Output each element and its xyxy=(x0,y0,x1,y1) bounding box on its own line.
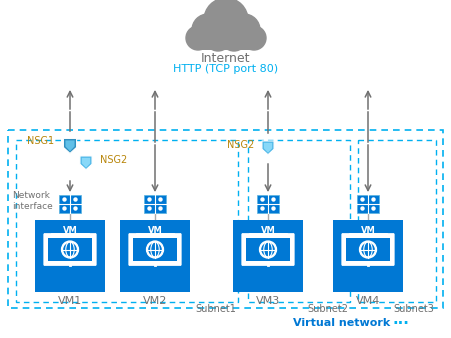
Circle shape xyxy=(148,207,151,210)
Text: VM: VM xyxy=(63,226,78,235)
Circle shape xyxy=(228,14,260,46)
Circle shape xyxy=(262,243,274,256)
Bar xyxy=(8,130,443,308)
Text: VM: VM xyxy=(147,226,162,235)
Bar xyxy=(333,220,403,292)
Text: VM3: VM3 xyxy=(256,296,280,306)
Circle shape xyxy=(361,207,364,210)
Bar xyxy=(198,34,254,50)
Circle shape xyxy=(63,207,66,210)
Circle shape xyxy=(74,207,77,210)
Circle shape xyxy=(221,25,247,51)
Text: Subnet3: Subnet3 xyxy=(393,304,434,314)
Bar xyxy=(120,220,190,292)
Circle shape xyxy=(372,207,375,210)
Circle shape xyxy=(242,26,266,50)
Text: Internet: Internet xyxy=(201,52,251,65)
Circle shape xyxy=(359,241,377,258)
Circle shape xyxy=(159,207,162,210)
FancyBboxPatch shape xyxy=(342,234,394,266)
Text: VM1: VM1 xyxy=(58,296,82,306)
Circle shape xyxy=(63,198,66,201)
Circle shape xyxy=(361,198,364,201)
Circle shape xyxy=(149,243,161,256)
Bar xyxy=(133,238,177,261)
Bar xyxy=(59,195,81,213)
Polygon shape xyxy=(80,156,92,170)
Polygon shape xyxy=(264,143,272,153)
Bar xyxy=(233,220,303,292)
Text: VM: VM xyxy=(361,226,375,235)
Circle shape xyxy=(147,241,163,258)
Circle shape xyxy=(159,198,162,201)
Text: VM2: VM2 xyxy=(143,296,167,306)
Circle shape xyxy=(148,198,151,201)
Text: NSG1: NSG1 xyxy=(27,136,54,146)
Polygon shape xyxy=(262,141,274,155)
FancyBboxPatch shape xyxy=(129,234,181,266)
Circle shape xyxy=(259,241,276,258)
Text: Virtual network: Virtual network xyxy=(293,318,390,328)
Circle shape xyxy=(61,241,78,258)
FancyBboxPatch shape xyxy=(242,234,294,266)
FancyBboxPatch shape xyxy=(44,234,96,266)
Circle shape xyxy=(64,243,76,256)
Circle shape xyxy=(204,0,248,42)
Circle shape xyxy=(272,207,275,210)
Text: Subnet1: Subnet1 xyxy=(195,304,236,314)
Bar xyxy=(48,238,92,261)
Text: VM4: VM4 xyxy=(356,296,380,306)
Text: Subnet2: Subnet2 xyxy=(307,304,348,314)
Circle shape xyxy=(205,25,231,51)
Bar xyxy=(246,238,290,261)
Circle shape xyxy=(272,198,275,201)
Bar xyxy=(144,195,166,213)
Text: NSG2: NSG2 xyxy=(227,140,254,150)
Bar xyxy=(16,140,238,302)
Text: NSG2: NSG2 xyxy=(100,155,127,165)
Circle shape xyxy=(74,198,77,201)
Circle shape xyxy=(362,243,374,256)
Circle shape xyxy=(261,207,264,210)
Text: HTTP (TCP port 80): HTTP (TCP port 80) xyxy=(174,64,279,74)
Circle shape xyxy=(192,14,224,46)
Polygon shape xyxy=(64,138,77,153)
Bar xyxy=(248,140,350,302)
Text: Network
interface: Network interface xyxy=(12,191,53,211)
Bar xyxy=(257,195,279,213)
Bar xyxy=(357,195,379,213)
Text: VM: VM xyxy=(261,226,276,235)
Bar xyxy=(358,140,436,302)
Circle shape xyxy=(372,198,375,201)
Bar xyxy=(35,220,105,292)
Circle shape xyxy=(186,26,210,50)
Polygon shape xyxy=(82,158,90,168)
Circle shape xyxy=(261,198,264,201)
Text: ···: ··· xyxy=(392,316,409,331)
Bar xyxy=(346,238,390,261)
Polygon shape xyxy=(65,141,74,151)
